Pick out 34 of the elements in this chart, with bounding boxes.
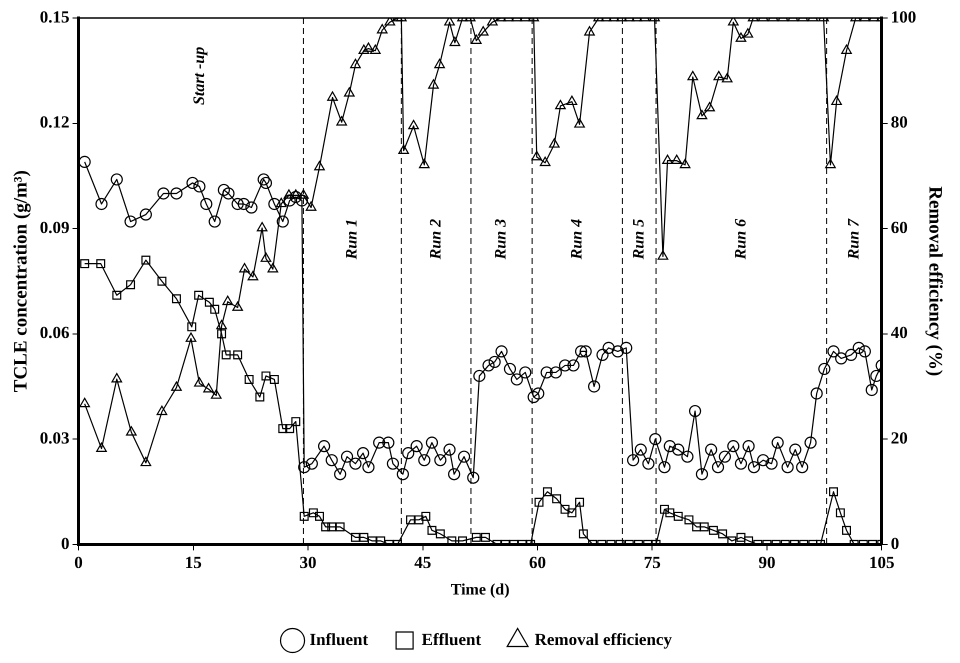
annotation: Run 4 <box>568 218 586 260</box>
annotation: Run 2 <box>427 218 444 260</box>
y-tick-label: 0 <box>61 534 70 553</box>
y-tick-label: 0.06 <box>40 323 70 342</box>
y2-axis-title: Removal efficiency (%) <box>924 186 946 376</box>
annotation: Run 7 <box>845 218 862 260</box>
legend-label: Effluent <box>422 630 482 649</box>
y2-tick-label: 20 <box>890 428 908 448</box>
y-tick-label: 0.15 <box>40 7 70 26</box>
y2-tick-label: 100 <box>890 7 916 26</box>
x-tick-label: 45 <box>414 552 432 572</box>
annotation: Run 5 <box>630 218 648 260</box>
y2-tick-label: 40 <box>890 323 908 342</box>
x-tick-label: 0 <box>74 552 83 572</box>
x-axis-title: Time (d) <box>450 582 510 599</box>
y-tick-label: 0.12 <box>40 112 70 132</box>
x-tick-label: 30 <box>300 552 317 572</box>
x-tick-label: 15 <box>184 552 202 572</box>
legend-label: Removal efficiency <box>534 630 672 649</box>
x-tick-label: 90 <box>758 552 776 572</box>
y-axis-title: TCLE concentration (g/m³) <box>10 170 32 392</box>
legend-label: Influent <box>310 630 368 649</box>
annotation: Run 1 <box>344 218 361 260</box>
annotation: Run 3 <box>492 218 510 260</box>
y-tick-label: 0.03 <box>40 428 70 448</box>
annotation: Start -up <box>191 46 208 106</box>
y2-tick-label: 60 <box>890 218 908 237</box>
annotation: Run 6 <box>732 218 750 260</box>
y2-tick-label: 80 <box>890 112 908 132</box>
x-tick-label: 105 <box>868 552 894 572</box>
x-tick-label: 60 <box>528 552 546 572</box>
y-tick-label: 0.09 <box>40 218 70 237</box>
y2-tick-label: 0 <box>890 534 900 553</box>
x-tick-label: 75 <box>644 552 661 572</box>
